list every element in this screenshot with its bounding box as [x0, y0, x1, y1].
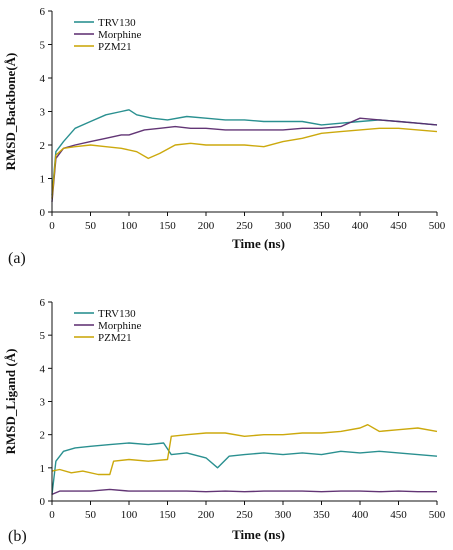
- x-tick-label: 500: [429, 509, 446, 521]
- x-tick-label: 450: [390, 220, 407, 232]
- x-axis-title: Time (ns): [232, 527, 285, 542]
- y-tick-label: 6: [40, 297, 46, 309]
- y-tick-label: 4: [40, 363, 46, 375]
- x-tick-label: 100: [121, 220, 138, 232]
- y-tick-label: 6: [40, 6, 46, 18]
- x-tick-label: 350: [313, 509, 330, 521]
- x-axis-title: Time (ns): [232, 236, 285, 251]
- x-tick-label: 150: [159, 509, 176, 521]
- x-tick-label: 400: [352, 220, 369, 232]
- panel-a-chart: 0 50 100 150 200 250 300 350 400 450 500 0 1 2 3 4 5 6 Tim…: [3, 6, 446, 267]
- y-tick-label: 5: [40, 40, 46, 52]
- x-tick-label: 450: [390, 509, 407, 521]
- x-tick-label: 300: [275, 509, 292, 521]
- x-tick-label: 250: [236, 509, 253, 521]
- series-line-morphine: [51, 488, 437, 496]
- legend-label-pzm21: PZM21: [98, 332, 132, 344]
- series-line-pzm21: [51, 424, 438, 476]
- x-tick-label: 500: [429, 220, 446, 232]
- y-tick-label: 5: [40, 330, 46, 342]
- x-tick-label: 200: [198, 509, 215, 521]
- y-tick-label: 2: [40, 140, 46, 152]
- series-line-morphine: [51, 117, 438, 202]
- panel-label: (b): [8, 528, 27, 545]
- x-tick-label: 300: [275, 220, 292, 232]
- y-tick-label: 3: [40, 107, 46, 119]
- legend-label-pzm21: PZM21: [98, 41, 132, 53]
- y-tick-label: 1: [40, 174, 46, 186]
- legend-label-morphine: Morphine: [98, 29, 142, 41]
- panel-b-chart: 0 50 100 150 200 250 300 350 400 450 500 0 1 2 3 4 5 6 Tim…: [3, 297, 446, 545]
- legend-label-trv130: TRV130: [98, 308, 136, 320]
- y-tick-label: 3: [40, 397, 46, 409]
- series-line-trv130: [51, 109, 438, 196]
- legend-label-morphine: Morphine: [98, 320, 142, 332]
- y-tick-label: 0: [40, 207, 46, 219]
- x-tick-label: 250: [236, 220, 253, 232]
- x-tick-label: 350: [313, 220, 330, 232]
- y-tick-label: 0: [40, 496, 46, 508]
- y-tick-label: 1: [40, 463, 46, 475]
- x-tick-label: 200: [198, 220, 215, 232]
- series-line-trv130: [51, 442, 438, 495]
- x-tick-label: 150: [159, 220, 176, 232]
- x-tick-label: 0: [49, 220, 55, 232]
- x-tick-label: 400: [352, 509, 369, 521]
- x-tick-label: 50: [85, 509, 97, 521]
- legend-label-trv130: TRV130: [98, 17, 136, 29]
- x-tick-label: 50: [85, 220, 97, 232]
- panel-label: (a): [8, 250, 26, 267]
- y-axis-title: RMSD_Backbone(Å): [3, 53, 18, 171]
- y-tick-label: 2: [40, 430, 46, 442]
- y-tick-label: 4: [40, 73, 46, 85]
- series-line-pzm21: [51, 127, 438, 199]
- x-tick-label: 0: [49, 509, 55, 521]
- y-axis-title: RMSD_Ligand (Å): [3, 349, 18, 455]
- x-tick-label: 100: [121, 509, 138, 521]
